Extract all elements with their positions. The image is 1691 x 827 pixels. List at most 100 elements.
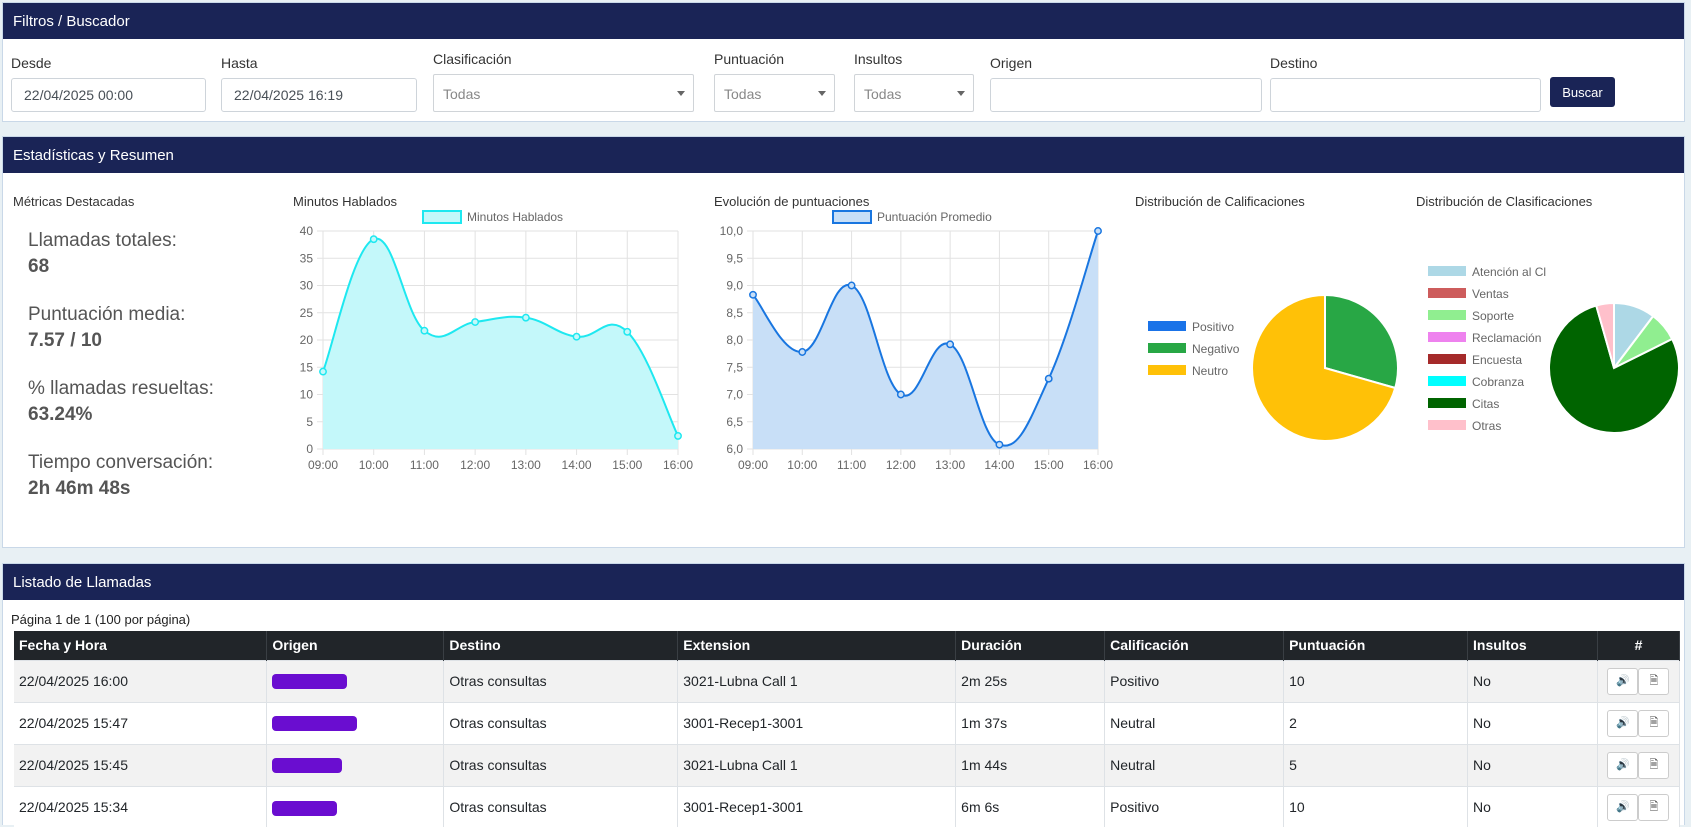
data-point: [319, 367, 327, 376]
metric-value: 7.57 / 10: [28, 330, 102, 351]
cell-extension: 3021-Lubna Call 1: [677, 659, 957, 702]
cell-origen: [266, 659, 445, 702]
data-point: [1044, 374, 1053, 383]
pie-slice: [1251, 293, 1397, 442]
document-icon[interactable]: 🗎: [1638, 793, 1670, 821]
legend-label: Puntuación Promedio: [877, 210, 992, 224]
document-icon[interactable]: 🗎: [1638, 709, 1670, 737]
redacted-origin: [272, 800, 338, 816]
scores-line-chart: Puntuación Promedio 6,0 6,5 7,0 7,5 8,0 8,5 9,0…: [720, 210, 1113, 472]
hasta-input[interactable]: 22/04/2025 16:19: [221, 78, 417, 112]
x-tick-label: 10:00: [359, 458, 389, 472]
y-tick-label: 5: [306, 415, 313, 429]
calls-table: Fecha y Hora Origen Destino Extension Du…: [14, 631, 1681, 827]
col-destino[interactable]: Destino: [443, 631, 679, 660]
speaker-icon[interactable]: 🔊: [1607, 751, 1639, 779]
cell-origen: [266, 701, 445, 744]
clasif-chart-title: Distribución de Clasificaciones: [1416, 194, 1593, 209]
chevron-down-icon: [818, 91, 826, 96]
calif-chart-title: Distribución de Calificaciones: [1135, 194, 1305, 209]
origen-input[interactable]: [990, 78, 1262, 112]
clasificacion-select[interactable]: Todas: [433, 74, 694, 112]
legend-label: Neutro: [1192, 364, 1228, 378]
legend-label: Ventas: [1472, 287, 1509, 301]
speaker-icon[interactable]: 🔊: [1607, 709, 1639, 737]
table-row: 22/04/2025 15:34 Otras consultas 3001-Re…: [14, 785, 1681, 827]
data-point: [674, 431, 682, 440]
table-row: 22/04/2025 16:00 Otras consultas 3021-Lu…: [14, 659, 1681, 702]
cell-calificacion: Neutral: [1104, 701, 1285, 744]
destino-label: Destino: [1270, 55, 1318, 71]
col-extension[interactable]: Extension: [677, 631, 957, 660]
y-tick-label: 6,5: [726, 415, 743, 429]
metrics-title: Métricas Destacadas: [13, 194, 135, 209]
cell-insultos: No: [1467, 659, 1598, 702]
y-tick-label: 30: [300, 279, 314, 293]
y-tick-label: 25: [300, 306, 314, 320]
clasificacion-label: Clasificación: [433, 51, 512, 67]
legend-swatch: [1428, 288, 1466, 298]
stats-panel: Estadísticas y Resumen Métricas Destacad…: [2, 136, 1685, 548]
x-tick-label: 16:00: [1083, 458, 1113, 472]
x-tick-label: 11:00: [410, 458, 439, 472]
calificaciones-pie-chart: Positivo Negativo Neutro: [1148, 293, 1399, 442]
speaker-icon[interactable]: 🔊: [1607, 667, 1639, 695]
col-fecha[interactable]: Fecha y Hora: [14, 631, 268, 660]
x-tick-label: 15:00: [1034, 458, 1064, 472]
redacted-origin: [272, 674, 348, 690]
x-tick-label: 14:00: [562, 458, 592, 472]
cell-origen: [266, 785, 445, 827]
x-tick-label: 12:00: [886, 458, 916, 472]
y-tick-label: 15: [300, 360, 314, 374]
cell-fecha: 22/04/2025 15:45: [14, 743, 268, 786]
legend-label: Minutos Hablados: [467, 210, 563, 224]
speaker-icon[interactable]: 🔊: [1607, 793, 1639, 821]
col-actions: #: [1597, 631, 1681, 660]
legend-swatch: [1428, 332, 1466, 342]
cell-destino: Otras consultas: [443, 701, 679, 744]
destino-input[interactable]: [1270, 78, 1541, 112]
cell-actions: 🔊 🗎: [1597, 785, 1681, 827]
legend-swatch: [1428, 310, 1466, 320]
desde-input[interactable]: 22/04/2025 00:00: [11, 78, 206, 112]
col-insultos[interactable]: Insultos: [1467, 631, 1598, 660]
col-duracion[interactable]: Duración: [955, 631, 1106, 660]
metric-value: 68: [28, 256, 50, 277]
x-tick-label: 13:00: [511, 458, 541, 472]
minutes-chart-title: Minutos Hablados: [293, 194, 398, 209]
x-tick-label: 12:00: [460, 458, 490, 472]
legend-label: Otras: [1472, 419, 1501, 433]
cell-actions: 🔊 🗎: [1597, 701, 1681, 744]
series-area: [323, 238, 678, 449]
buscar-button[interactable]: Buscar: [1550, 77, 1615, 107]
puntuacion-select[interactable]: Todas: [714, 74, 835, 112]
insultos-label: Insultos: [854, 51, 903, 67]
insultos-value: Todas: [864, 86, 902, 102]
document-icon[interactable]: 🗎: [1638, 751, 1670, 779]
col-puntuacion[interactable]: Puntuación: [1283, 631, 1468, 660]
table-row: 22/04/2025 15:47 Otras consultas 3001-Re…: [14, 701, 1681, 744]
cell-origen: [266, 743, 445, 786]
series-area: [753, 231, 1098, 449]
legend-swatch: [1428, 266, 1466, 276]
y-tick-label: 8,5: [726, 306, 743, 320]
puntuacion-label: Puntuación: [714, 51, 785, 67]
calls-list-panel: Listado de Llamadas Página 1 de 1 (100 p…: [2, 563, 1685, 827]
x-tick-label: 11:00: [837, 458, 866, 472]
data-point: [847, 281, 856, 290]
document-icon[interactable]: 🗎: [1638, 667, 1670, 695]
redacted-origin: [272, 716, 358, 732]
y-tick-label: 7,0: [726, 388, 743, 402]
cell-destino: Otras consultas: [443, 743, 679, 786]
clasificacion-value: Todas: [443, 86, 481, 102]
legend-label: Positivo: [1192, 320, 1234, 334]
insultos-select[interactable]: Todas: [854, 74, 974, 112]
col-calificacion[interactable]: Calificación: [1104, 631, 1285, 660]
x-tick-label: 09:00: [738, 458, 768, 472]
table-header-row: Fecha y Hora Origen Destino Extension Du…: [14, 631, 1681, 660]
x-tick-label: 13:00: [935, 458, 965, 472]
puntuacion-value: Todas: [724, 86, 762, 102]
col-origen[interactable]: Origen: [266, 631, 445, 660]
legend-swatch: [1148, 365, 1186, 375]
data-point: [572, 332, 581, 341]
